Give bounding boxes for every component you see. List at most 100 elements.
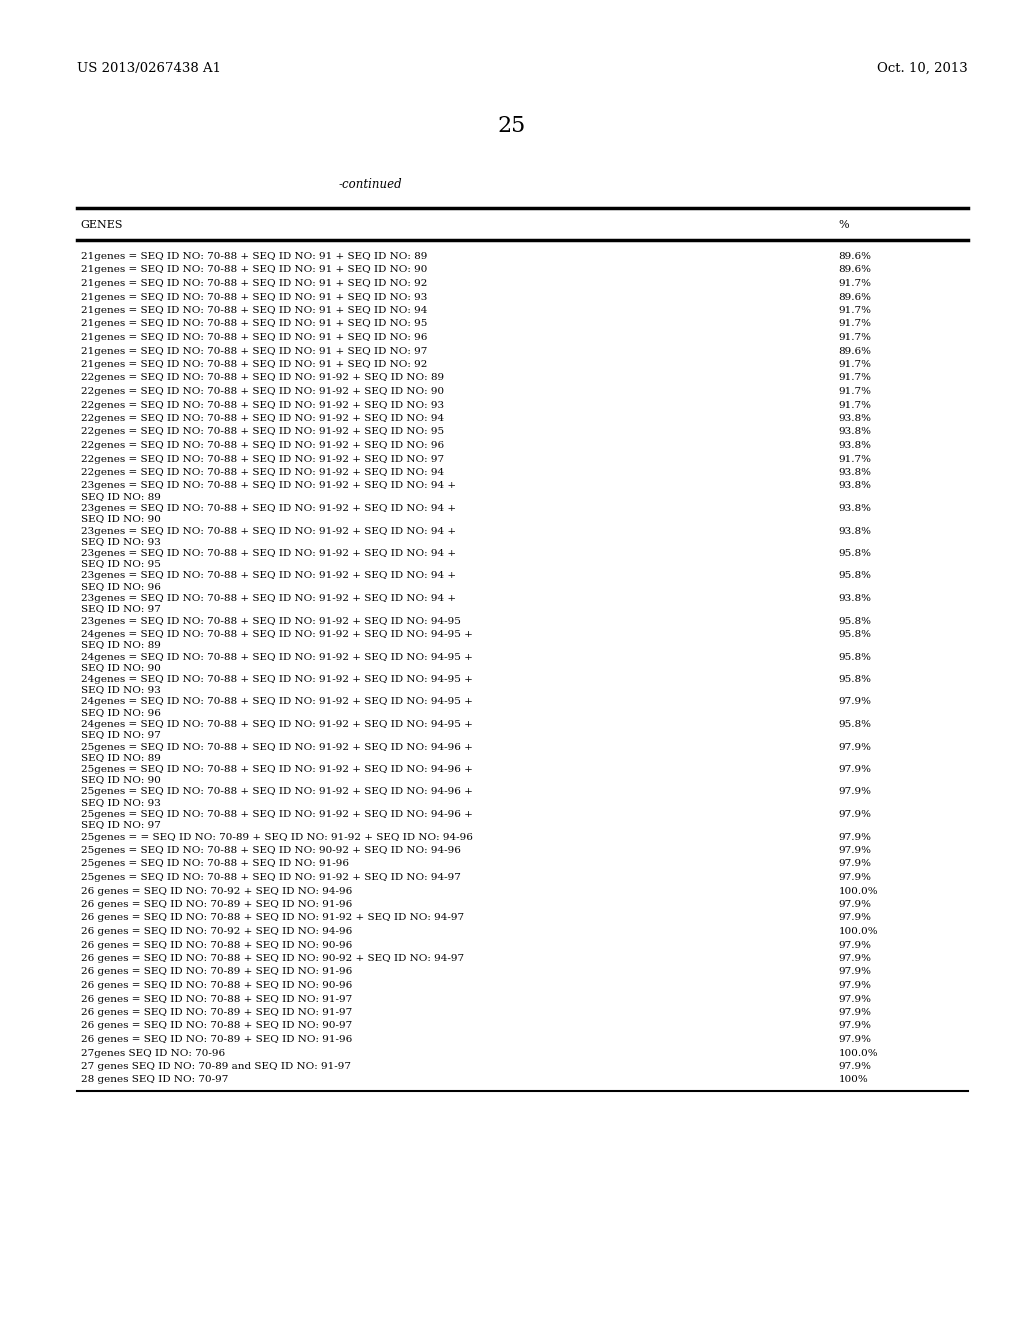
Text: 97.9%: 97.9%	[839, 742, 871, 751]
Text: 95.8%: 95.8%	[839, 572, 871, 581]
Text: GENES: GENES	[81, 220, 123, 230]
Text: 21genes = SEQ ID NO: 70-88 + SEQ ID NO: 91 + SEQ ID NO: 96: 21genes = SEQ ID NO: 70-88 + SEQ ID NO: …	[81, 333, 427, 342]
Text: 26 genes = SEQ ID NO: 70-88 + SEQ ID NO: 90-96: 26 genes = SEQ ID NO: 70-88 + SEQ ID NO:…	[81, 940, 352, 949]
Text: 23genes = SEQ ID NO: 70-88 + SEQ ID NO: 91-92 + SEQ ID NO: 94 +
SEQ ID NO: 89: 23genes = SEQ ID NO: 70-88 + SEQ ID NO: …	[81, 482, 456, 500]
Text: 93.8%: 93.8%	[839, 441, 871, 450]
Text: 26 genes = SEQ ID NO: 70-88 + SEQ ID NO: 91-92 + SEQ ID NO: 94-97: 26 genes = SEQ ID NO: 70-88 + SEQ ID NO:…	[81, 913, 464, 923]
Text: 100%: 100%	[839, 1076, 868, 1085]
Text: 26 genes = SEQ ID NO: 70-89 + SEQ ID NO: 91-96: 26 genes = SEQ ID NO: 70-89 + SEQ ID NO:…	[81, 968, 352, 977]
Text: 25genes = SEQ ID NO: 70-88 + SEQ ID NO: 91-92 + SEQ ID NO: 94-97: 25genes = SEQ ID NO: 70-88 + SEQ ID NO: …	[81, 873, 461, 882]
Text: 26 genes = SEQ ID NO: 70-89 + SEQ ID NO: 91-97: 26 genes = SEQ ID NO: 70-89 + SEQ ID NO:…	[81, 1008, 352, 1016]
Text: 25genes = SEQ ID NO: 70-88 + SEQ ID NO: 91-96: 25genes = SEQ ID NO: 70-88 + SEQ ID NO: …	[81, 859, 349, 869]
Text: 24genes = SEQ ID NO: 70-88 + SEQ ID NO: 91-92 + SEQ ID NO: 94-95 +
SEQ ID NO: 89: 24genes = SEQ ID NO: 70-88 + SEQ ID NO: …	[81, 630, 473, 649]
Text: 21genes = SEQ ID NO: 70-88 + SEQ ID NO: 91 + SEQ ID NO: 94: 21genes = SEQ ID NO: 70-88 + SEQ ID NO: …	[81, 306, 427, 315]
Text: 25genes = = SEQ ID NO: 70-89 + SEQ ID NO: 91-92 + SEQ ID NO: 94-96: 25genes = = SEQ ID NO: 70-89 + SEQ ID NO…	[81, 833, 473, 842]
Text: 21genes = SEQ ID NO: 70-88 + SEQ ID NO: 91 + SEQ ID NO: 89: 21genes = SEQ ID NO: 70-88 + SEQ ID NO: …	[81, 252, 427, 261]
Text: 26 genes = SEQ ID NO: 70-88 + SEQ ID NO: 90-92 + SEQ ID NO: 94-97: 26 genes = SEQ ID NO: 70-88 + SEQ ID NO:…	[81, 954, 464, 964]
Text: 89.6%: 89.6%	[839, 293, 871, 301]
Text: US 2013/0267438 A1: US 2013/0267438 A1	[77, 62, 221, 75]
Text: 97.9%: 97.9%	[839, 697, 871, 706]
Text: 21genes = SEQ ID NO: 70-88 + SEQ ID NO: 91 + SEQ ID NO: 95: 21genes = SEQ ID NO: 70-88 + SEQ ID NO: …	[81, 319, 427, 329]
Text: 93.8%: 93.8%	[839, 527, 871, 536]
Text: 97.9%: 97.9%	[839, 1022, 871, 1031]
Text: 23genes = SEQ ID NO: 70-88 + SEQ ID NO: 91-92 + SEQ ID NO: 94 +
SEQ ID NO: 96: 23genes = SEQ ID NO: 70-88 + SEQ ID NO: …	[81, 572, 456, 591]
Text: 27genes SEQ ID NO: 70-96: 27genes SEQ ID NO: 70-96	[81, 1048, 225, 1057]
Text: 89.6%: 89.6%	[839, 346, 871, 355]
Text: 25genes = SEQ ID NO: 70-88 + SEQ ID NO: 91-92 + SEQ ID NO: 94-96 +
SEQ ID NO: 90: 25genes = SEQ ID NO: 70-88 + SEQ ID NO: …	[81, 766, 473, 784]
Text: 95.8%: 95.8%	[839, 549, 871, 558]
Text: 97.9%: 97.9%	[839, 954, 871, 964]
Text: 91.7%: 91.7%	[839, 454, 871, 463]
Text: 97.9%: 97.9%	[839, 873, 871, 882]
Text: 97.9%: 97.9%	[839, 833, 871, 842]
Text: 89.6%: 89.6%	[839, 265, 871, 275]
Text: 23genes = SEQ ID NO: 70-88 + SEQ ID NO: 91-92 + SEQ ID NO: 94 +
SEQ ID NO: 90: 23genes = SEQ ID NO: 70-88 + SEQ ID NO: …	[81, 504, 456, 524]
Text: 22genes = SEQ ID NO: 70-88 + SEQ ID NO: 91-92 + SEQ ID NO: 89: 22genes = SEQ ID NO: 70-88 + SEQ ID NO: …	[81, 374, 444, 383]
Text: 21genes = SEQ ID NO: 70-88 + SEQ ID NO: 91 + SEQ ID NO: 97: 21genes = SEQ ID NO: 70-88 + SEQ ID NO: …	[81, 346, 427, 355]
Text: 26 genes = SEQ ID NO: 70-89 + SEQ ID NO: 91-96: 26 genes = SEQ ID NO: 70-89 + SEQ ID NO:…	[81, 900, 352, 909]
Text: 97.9%: 97.9%	[839, 1035, 871, 1044]
Text: 91.7%: 91.7%	[839, 279, 871, 288]
Text: 97.9%: 97.9%	[839, 810, 871, 818]
Text: 21genes = SEQ ID NO: 70-88 + SEQ ID NO: 91 + SEQ ID NO: 93: 21genes = SEQ ID NO: 70-88 + SEQ ID NO: …	[81, 293, 427, 301]
Text: 91.7%: 91.7%	[839, 360, 871, 370]
Text: 27 genes SEQ ID NO: 70-89 and SEQ ID NO: 91-97: 27 genes SEQ ID NO: 70-89 and SEQ ID NO:…	[81, 1063, 351, 1071]
Text: 93.8%: 93.8%	[839, 414, 871, 422]
Text: 22genes = SEQ ID NO: 70-88 + SEQ ID NO: 91-92 + SEQ ID NO: 97: 22genes = SEQ ID NO: 70-88 + SEQ ID NO: …	[81, 454, 444, 463]
Text: 26 genes = SEQ ID NO: 70-89 + SEQ ID NO: 91-96: 26 genes = SEQ ID NO: 70-89 + SEQ ID NO:…	[81, 1035, 352, 1044]
Text: %: %	[839, 220, 849, 230]
Text: 21genes = SEQ ID NO: 70-88 + SEQ ID NO: 91 + SEQ ID NO: 90: 21genes = SEQ ID NO: 70-88 + SEQ ID NO: …	[81, 265, 427, 275]
Text: 100.0%: 100.0%	[839, 1048, 879, 1057]
Text: -continued: -continued	[338, 178, 401, 191]
Text: 97.9%: 97.9%	[839, 1008, 871, 1016]
Text: 97.9%: 97.9%	[839, 766, 871, 774]
Text: 21genes = SEQ ID NO: 70-88 + SEQ ID NO: 91 + SEQ ID NO: 92: 21genes = SEQ ID NO: 70-88 + SEQ ID NO: …	[81, 360, 427, 370]
Text: 95.8%: 95.8%	[839, 616, 871, 626]
Text: 26 genes = SEQ ID NO: 70-88 + SEQ ID NO: 90-96: 26 genes = SEQ ID NO: 70-88 + SEQ ID NO:…	[81, 981, 352, 990]
Text: 28 genes SEQ ID NO: 70-97: 28 genes SEQ ID NO: 70-97	[81, 1076, 228, 1085]
Text: 97.9%: 97.9%	[839, 994, 871, 1003]
Text: 25genes = SEQ ID NO: 70-88 + SEQ ID NO: 90-92 + SEQ ID NO: 94-96: 25genes = SEQ ID NO: 70-88 + SEQ ID NO: …	[81, 846, 461, 855]
Text: 24genes = SEQ ID NO: 70-88 + SEQ ID NO: 91-92 + SEQ ID NO: 94-95 +
SEQ ID NO: 96: 24genes = SEQ ID NO: 70-88 + SEQ ID NO: …	[81, 697, 473, 717]
Text: 22genes = SEQ ID NO: 70-88 + SEQ ID NO: 91-92 + SEQ ID NO: 95: 22genes = SEQ ID NO: 70-88 + SEQ ID NO: …	[81, 428, 444, 437]
Text: 95.8%: 95.8%	[839, 630, 871, 639]
Text: 22genes = SEQ ID NO: 70-88 + SEQ ID NO: 91-92 + SEQ ID NO: 94: 22genes = SEQ ID NO: 70-88 + SEQ ID NO: …	[81, 414, 444, 422]
Text: 26 genes = SEQ ID NO: 70-88 + SEQ ID NO: 90-97: 26 genes = SEQ ID NO: 70-88 + SEQ ID NO:…	[81, 1022, 352, 1031]
Text: 93.8%: 93.8%	[839, 504, 871, 513]
Text: 91.7%: 91.7%	[839, 306, 871, 315]
Text: 25genes = SEQ ID NO: 70-88 + SEQ ID NO: 91-92 + SEQ ID NO: 94-96 +
SEQ ID NO: 93: 25genes = SEQ ID NO: 70-88 + SEQ ID NO: …	[81, 788, 473, 807]
Text: 21genes = SEQ ID NO: 70-88 + SEQ ID NO: 91 + SEQ ID NO: 92: 21genes = SEQ ID NO: 70-88 + SEQ ID NO: …	[81, 279, 427, 288]
Text: 97.9%: 97.9%	[839, 940, 871, 949]
Text: 97.9%: 97.9%	[839, 859, 871, 869]
Text: 22genes = SEQ ID NO: 70-88 + SEQ ID NO: 91-92 + SEQ ID NO: 94: 22genes = SEQ ID NO: 70-88 + SEQ ID NO: …	[81, 469, 444, 477]
Text: 95.8%: 95.8%	[839, 719, 871, 729]
Text: 97.9%: 97.9%	[839, 900, 871, 909]
Text: 23genes = SEQ ID NO: 70-88 + SEQ ID NO: 91-92 + SEQ ID NO: 94 +
SEQ ID NO: 95: 23genes = SEQ ID NO: 70-88 + SEQ ID NO: …	[81, 549, 456, 569]
Text: 91.7%: 91.7%	[839, 387, 871, 396]
Text: 23genes = SEQ ID NO: 70-88 + SEQ ID NO: 91-92 + SEQ ID NO: 94 +
SEQ ID NO: 97: 23genes = SEQ ID NO: 70-88 + SEQ ID NO: …	[81, 594, 456, 614]
Text: 93.8%: 93.8%	[839, 428, 871, 437]
Text: 91.7%: 91.7%	[839, 400, 871, 409]
Text: 93.8%: 93.8%	[839, 594, 871, 603]
Text: 97.9%: 97.9%	[839, 913, 871, 923]
Text: 91.7%: 91.7%	[839, 374, 871, 383]
Text: 95.8%: 95.8%	[839, 675, 871, 684]
Text: Oct. 10, 2013: Oct. 10, 2013	[877, 62, 968, 75]
Text: 22genes = SEQ ID NO: 70-88 + SEQ ID NO: 91-92 + SEQ ID NO: 96: 22genes = SEQ ID NO: 70-88 + SEQ ID NO: …	[81, 441, 444, 450]
Text: 26 genes = SEQ ID NO: 70-88 + SEQ ID NO: 91-97: 26 genes = SEQ ID NO: 70-88 + SEQ ID NO:…	[81, 994, 352, 1003]
Text: 100.0%: 100.0%	[839, 887, 879, 895]
Text: 26 genes = SEQ ID NO: 70-92 + SEQ ID NO: 94-96: 26 genes = SEQ ID NO: 70-92 + SEQ ID NO:…	[81, 887, 352, 895]
Text: 97.9%: 97.9%	[839, 981, 871, 990]
Text: 95.8%: 95.8%	[839, 652, 871, 661]
Text: 24genes = SEQ ID NO: 70-88 + SEQ ID NO: 91-92 + SEQ ID NO: 94-95 +
SEQ ID NO: 90: 24genes = SEQ ID NO: 70-88 + SEQ ID NO: …	[81, 652, 473, 672]
Text: 93.8%: 93.8%	[839, 469, 871, 477]
Text: 97.9%: 97.9%	[839, 788, 871, 796]
Text: 25: 25	[498, 115, 526, 137]
Text: 23genes = SEQ ID NO: 70-88 + SEQ ID NO: 91-92 + SEQ ID NO: 94 +
SEQ ID NO: 93: 23genes = SEQ ID NO: 70-88 + SEQ ID NO: …	[81, 527, 456, 546]
Text: 97.9%: 97.9%	[839, 1063, 871, 1071]
Text: 97.9%: 97.9%	[839, 846, 871, 855]
Text: 22genes = SEQ ID NO: 70-88 + SEQ ID NO: 91-92 + SEQ ID NO: 93: 22genes = SEQ ID NO: 70-88 + SEQ ID NO: …	[81, 400, 444, 409]
Text: 100.0%: 100.0%	[839, 927, 879, 936]
Text: 91.7%: 91.7%	[839, 333, 871, 342]
Text: 25genes = SEQ ID NO: 70-88 + SEQ ID NO: 91-92 + SEQ ID NO: 94-96 +
SEQ ID NO: 97: 25genes = SEQ ID NO: 70-88 + SEQ ID NO: …	[81, 810, 473, 829]
